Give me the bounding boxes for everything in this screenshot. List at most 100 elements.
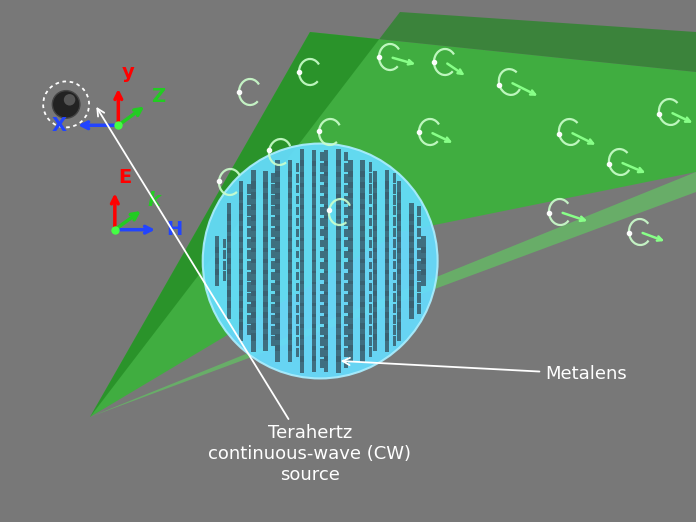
Bar — [239, 248, 244, 264]
Bar — [336, 281, 340, 295]
Bar — [287, 270, 292, 284]
Text: k: k — [147, 192, 160, 210]
Bar — [247, 325, 251, 336]
Bar — [336, 303, 340, 317]
Bar — [271, 184, 275, 194]
Bar — [263, 193, 268, 210]
Bar — [369, 326, 372, 335]
Bar — [300, 313, 304, 328]
Bar — [312, 324, 316, 339]
Bar — [287, 171, 292, 187]
Bar — [397, 323, 402, 341]
Text: Metalens: Metalens — [342, 358, 627, 383]
Bar — [385, 248, 389, 263]
Bar — [369, 315, 372, 324]
Bar — [348, 324, 353, 340]
Bar — [369, 195, 372, 205]
Bar — [251, 259, 255, 274]
Bar — [361, 324, 365, 340]
Bar — [385, 334, 389, 352]
Bar — [300, 194, 304, 209]
Bar — [345, 337, 348, 346]
Bar — [247, 293, 251, 302]
Bar — [300, 172, 304, 187]
Bar — [369, 218, 372, 226]
Bar — [251, 204, 255, 220]
Bar — [247, 206, 251, 216]
Bar — [348, 270, 353, 284]
Bar — [336, 356, 340, 373]
Bar — [345, 240, 348, 247]
Bar — [276, 281, 280, 295]
Bar — [263, 334, 268, 351]
Bar — [239, 181, 244, 199]
Bar — [276, 193, 280, 209]
Text: Z: Z — [152, 87, 166, 106]
Bar — [312, 239, 316, 251]
Bar — [348, 335, 353, 351]
Bar — [296, 272, 299, 280]
Bar — [271, 336, 275, 346]
Bar — [300, 260, 304, 273]
Bar — [320, 174, 324, 182]
Bar — [393, 184, 397, 194]
Bar — [361, 171, 365, 188]
Bar — [276, 160, 280, 177]
Bar — [361, 238, 365, 252]
Bar — [348, 182, 353, 198]
Bar — [239, 192, 244, 210]
Bar — [271, 272, 275, 280]
Bar — [276, 270, 280, 284]
Bar — [271, 217, 275, 226]
Bar — [348, 160, 353, 177]
Bar — [276, 324, 280, 340]
Bar — [336, 249, 340, 262]
Bar — [312, 282, 316, 295]
Bar — [271, 229, 275, 237]
Bar — [296, 315, 299, 324]
Bar — [372, 280, 377, 296]
Bar — [320, 316, 324, 324]
Bar — [251, 226, 255, 242]
Bar — [296, 305, 299, 313]
Bar — [276, 302, 280, 318]
Bar — [361, 334, 365, 351]
Bar — [312, 292, 316, 306]
Bar — [296, 240, 299, 247]
Bar — [369, 184, 372, 194]
Bar — [369, 207, 372, 215]
Bar — [320, 273, 324, 280]
Bar — [348, 193, 353, 209]
Bar — [276, 204, 280, 220]
Bar — [312, 346, 316, 361]
Bar — [385, 312, 389, 329]
Bar — [247, 184, 251, 194]
Bar — [417, 271, 421, 281]
Bar — [247, 228, 251, 237]
Bar — [300, 160, 304, 176]
Bar — [369, 272, 372, 280]
Bar — [409, 258, 413, 275]
Text: H: H — [166, 220, 182, 239]
Bar — [369, 251, 372, 258]
Bar — [336, 335, 340, 350]
Bar — [239, 312, 244, 330]
Bar — [385, 302, 389, 318]
Text: Terahertz
continuous-wave (CW)
source: Terahertz continuous-wave (CW) source — [97, 109, 411, 484]
Bar — [417, 261, 421, 270]
Bar — [372, 248, 377, 263]
Bar — [320, 251, 324, 258]
Bar — [409, 214, 413, 232]
Bar — [324, 324, 329, 339]
Bar — [324, 227, 329, 240]
Bar — [271, 304, 275, 313]
Bar — [223, 250, 226, 259]
Bar — [361, 248, 365, 263]
Bar — [393, 239, 397, 248]
Bar — [320, 327, 324, 335]
Bar — [263, 248, 268, 263]
Bar — [227, 247, 231, 264]
Bar — [320, 218, 324, 226]
Bar — [287, 313, 292, 329]
Bar — [421, 269, 426, 286]
